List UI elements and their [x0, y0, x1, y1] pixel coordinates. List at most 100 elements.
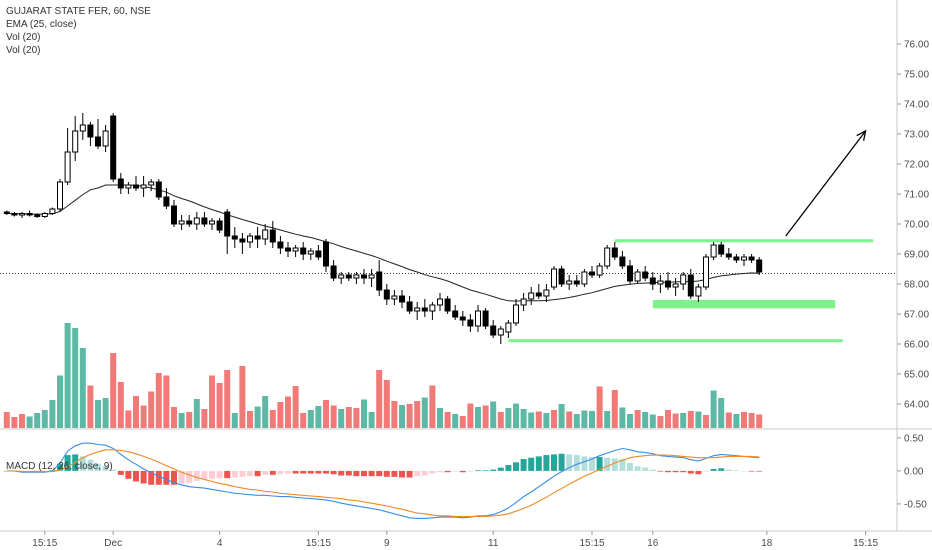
candle — [756, 257, 763, 275]
candle-down-body — [619, 256, 626, 267]
macd-histogram-bar — [703, 470, 709, 472]
candle — [452, 305, 459, 320]
macd-histogram-bar — [444, 470, 451, 473]
candle-up-body — [49, 208, 56, 214]
volume-bar — [513, 403, 519, 428]
candle — [475, 305, 481, 332]
macd-histogram-bar — [307, 470, 314, 474]
macd-histogram-bar — [406, 470, 413, 478]
candle — [429, 302, 436, 320]
volume-bar — [687, 411, 694, 428]
candle-up-body — [247, 235, 253, 243]
candle-down-body — [110, 115, 117, 180]
ema-line — [6, 184, 760, 302]
macd-histogram-bar — [254, 470, 261, 477]
volume-bar — [475, 407, 481, 428]
volume-bar — [140, 405, 147, 428]
volume-bar — [262, 396, 269, 428]
candle — [680, 272, 687, 290]
macd-histogram-bar — [269, 470, 276, 475]
candle-up-body — [695, 286, 702, 297]
candle — [497, 326, 504, 344]
volume-bar — [277, 402, 284, 428]
macd-histogram-bar — [262, 470, 269, 475]
candle-up-body — [513, 304, 519, 324]
candle — [353, 272, 360, 284]
macd-histogram-bar — [535, 456, 542, 471]
candle-down-body — [231, 235, 238, 240]
candle — [627, 260, 633, 284]
candle — [505, 320, 512, 338]
candle-up-body — [429, 304, 436, 312]
macd-histogram-bar — [756, 470, 763, 472]
candle-up-body — [72, 130, 79, 153]
candle — [125, 182, 132, 194]
candle — [239, 233, 246, 254]
candle — [703, 254, 709, 290]
volume-bar — [300, 413, 307, 428]
candle — [34, 213, 41, 218]
volume-bar — [269, 410, 276, 428]
chart-legend: GUJARAT STATE FER, 60, NSE EMA (25, clos… — [6, 5, 151, 57]
macd-histogram-bar — [604, 457, 611, 471]
volume-bar — [368, 412, 375, 428]
candle-up-body — [338, 274, 345, 279]
candle — [399, 290, 405, 308]
volume-bar — [193, 399, 200, 428]
macd-histogram-bar — [710, 468, 717, 471]
macd-histogram-bar — [657, 470, 664, 472]
volume-bar — [672, 413, 679, 428]
macd-histogram-bar — [399, 470, 405, 478]
candle — [687, 269, 694, 299]
macd-histogram-bar — [452, 470, 459, 472]
candle-down-body — [26, 213, 33, 216]
candle-down-body — [573, 280, 580, 285]
macd-histogram-bar — [155, 470, 162, 485]
candle — [277, 236, 284, 254]
macd-histogram-bar — [285, 470, 291, 474]
candle — [619, 251, 626, 269]
candle — [140, 176, 147, 197]
candle-up-body — [368, 274, 375, 279]
candle — [148, 179, 155, 191]
candle — [467, 314, 474, 332]
macd-histogram-bar — [368, 470, 375, 477]
volume-bar — [26, 416, 33, 428]
candle-down-body — [421, 307, 428, 312]
candle-down-body — [361, 274, 367, 279]
price-tick-label: 73.00 — [904, 130, 929, 141]
volume-bar — [34, 413, 41, 428]
macd-histogram-bar — [148, 470, 155, 485]
volume-bar — [535, 411, 542, 428]
candle — [482, 308, 489, 329]
candle-down-body — [642, 271, 649, 279]
volume-bar — [657, 416, 664, 428]
candle-up-body — [528, 292, 535, 300]
macd-histogram-bar — [596, 457, 603, 471]
macd-histogram-bar — [543, 455, 550, 471]
candle — [171, 200, 177, 227]
volume-bar — [254, 406, 261, 428]
macd-histogram-bar — [315, 470, 322, 474]
candle — [558, 266, 565, 287]
candle-down-body — [733, 256, 740, 261]
candle — [247, 233, 253, 248]
candle-up-body — [604, 247, 611, 267]
candle-down-body — [383, 289, 390, 300]
macd-histogram-bar — [665, 470, 671, 473]
price-tick-label: 64.00 — [904, 400, 929, 411]
macd-histogram-bar — [239, 470, 246, 477]
candle — [269, 221, 276, 248]
candle — [406, 296, 413, 314]
candle-up-body — [551, 268, 557, 288]
time-tick-label: 15:15 — [32, 538, 57, 549]
volume-bar — [452, 414, 459, 428]
candle — [49, 207, 56, 215]
price-tick-label: 72.00 — [904, 160, 929, 171]
price-tick-label: 70.00 — [904, 220, 929, 231]
candle-up-body — [307, 250, 314, 255]
volume-bar — [399, 405, 405, 428]
candle — [589, 266, 595, 278]
volume-bar — [247, 411, 253, 428]
